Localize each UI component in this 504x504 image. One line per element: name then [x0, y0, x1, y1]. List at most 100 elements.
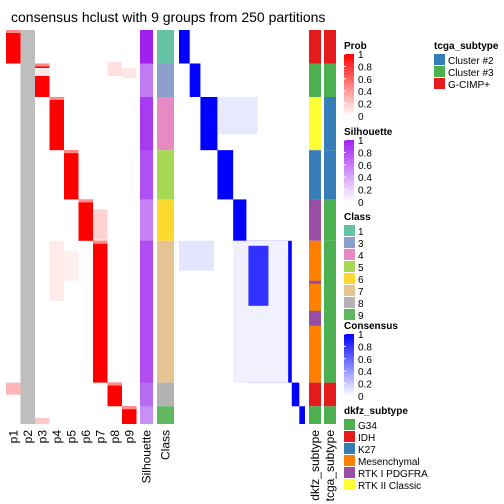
dkfz-subtype-cell: [309, 382, 321, 407]
prob-legend-colorbar: [344, 54, 354, 116]
tcga-subtype-legend-swatch: [434, 78, 445, 89]
dkfz-subtype-legend-label: Mesenchymal: [358, 457, 420, 468]
prob-cell: [49, 96, 64, 151]
consensus-block: [217, 96, 258, 135]
class-legend-title: Class: [344, 212, 371, 223]
dkfz-subtype-cell: [309, 406, 321, 424]
x-label-p9: p9: [122, 430, 136, 444]
x-label-p1: p1: [6, 430, 20, 444]
dkfz-subtype-cell: [309, 199, 321, 241]
consensus-legend-tick-label: 0.8: [358, 342, 372, 353]
prob-cell: [107, 382, 122, 407]
legends: Prob10.80.60.40.20Silhouette10.80.60.40.…: [344, 41, 499, 492]
prob-cell: [64, 150, 79, 154]
prob-cell: [93, 209, 108, 240]
tcga-subtype-legend-swatch: [434, 66, 445, 77]
class-legend-swatch: [344, 225, 355, 236]
silhouette-legend-title: Silhouette: [344, 127, 393, 138]
x-label-class: Class: [159, 430, 173, 460]
prob-legend-tick-label: 0.8: [358, 62, 372, 73]
class-cell: [157, 150, 174, 200]
prob-cell: [93, 240, 108, 244]
prob-cell: [35, 63, 50, 67]
probability-heatmap: [6, 30, 137, 424]
tcga-subtype-cell: [324, 240, 336, 383]
consensus-block: [189, 63, 201, 97]
class-cell: [157, 199, 174, 241]
silhouette-legend-tick-label: 1: [358, 136, 364, 147]
consensus-block: [291, 382, 300, 407]
tcga-subtype-cell: [324, 63, 336, 97]
prob-cell: [6, 382, 21, 395]
tcga-subtype-legend-label: G-CIMP+: [448, 80, 490, 91]
consensus-legend-tick-label: 0.6: [358, 355, 372, 366]
dkfz-subtype-legend-label: IDH: [358, 433, 375, 444]
dkfz-subtype-cell: [309, 63, 321, 97]
chart-title: consensus hclust with 9 groups from 250 …: [11, 9, 326, 25]
dkfz-subtype-legend-swatch: [344, 431, 355, 442]
prob-legend-tick-label: 0.2: [358, 100, 372, 111]
prob-cell: [64, 250, 79, 281]
silhouette-bar: [140, 30, 153, 424]
dkfz-subtype-legend-label: RTK II Classic: [358, 481, 421, 492]
consensus-heatmap: [179, 30, 305, 424]
tcga-subtype-cell: [324, 382, 336, 407]
prob-cell: [49, 96, 64, 100]
dkfz-subtype-legend-swatch: [344, 467, 355, 478]
consensus-block: [217, 150, 234, 200]
consensus-block: [248, 245, 269, 306]
tcga-subtype-cell: [324, 199, 336, 241]
x-label-p5: p5: [64, 430, 78, 444]
tcga-subtype-bar: [324, 30, 336, 424]
prob-cell: [35, 418, 50, 424]
silhouette-cell: [140, 382, 153, 407]
x-label-p2: p2: [21, 430, 35, 444]
consensus-legend-tick-label: 1: [358, 330, 364, 341]
dkfz-subtype-cell: [309, 310, 321, 326]
silhouette-legend-colorbar: [344, 140, 354, 202]
consensus-legend-tick-label: 0.2: [358, 380, 372, 391]
consensus-block: [299, 406, 305, 424]
prob-cell: [49, 240, 64, 301]
silhouette-cell: [140, 150, 153, 200]
class-legend-label: 7: [358, 287, 364, 298]
class-legend-label: 3: [358, 239, 364, 250]
class-cell: [157, 382, 174, 407]
silhouette-legend-tick-label: 0.6: [358, 161, 372, 172]
class-legend-swatch: [344, 297, 355, 308]
prob-cell: [6, 30, 21, 64]
tcga-subtype-cell: [324, 150, 336, 200]
silhouette-cell: [140, 199, 153, 241]
prob-cell: [122, 406, 137, 410]
prob-cell: [78, 199, 93, 203]
class-legend-label: 5: [358, 263, 364, 274]
prob-cell: [122, 406, 137, 424]
class-legend-swatch: [344, 249, 355, 260]
class-legend-swatch: [344, 237, 355, 248]
tcga-subtype-legend-label: Cluster #3: [448, 68, 494, 79]
prob-cell: [64, 150, 79, 200]
silhouette-legend-tick-label: 0.8: [358, 148, 372, 159]
silhouette-cell: [140, 240, 153, 383]
dkfz-subtype-legend-title: dkfz_subtype: [344, 406, 408, 417]
prob-cell: [107, 62, 122, 76]
dkfz-subtype-bar: [309, 30, 321, 424]
class-legend-label: 9: [358, 311, 364, 322]
class-cell: [157, 240, 174, 383]
dkfz-subtype-legend-label: G34: [358, 421, 377, 432]
class-legend-swatch: [344, 273, 355, 284]
class-legend-label: 8: [358, 299, 364, 310]
prob-cell: [93, 240, 108, 383]
silhouette-legend-tick-label: 0: [358, 198, 364, 209]
prob-column-p2: [20, 30, 35, 424]
x-label-p4: p4: [50, 430, 64, 444]
dkfz-subtype-legend-label: RTK I PDGFRA: [358, 469, 428, 480]
class-legend-label: 4: [358, 251, 364, 262]
prob-legend-tick-label: 0.4: [358, 87, 372, 98]
tcga-subtype-cell: [324, 96, 336, 151]
consensus-legend-title: Consensus: [344, 321, 398, 332]
prob-legend-tick-label: 1: [358, 50, 364, 61]
class-cell: [157, 96, 174, 151]
consensus-block: [179, 240, 214, 271]
